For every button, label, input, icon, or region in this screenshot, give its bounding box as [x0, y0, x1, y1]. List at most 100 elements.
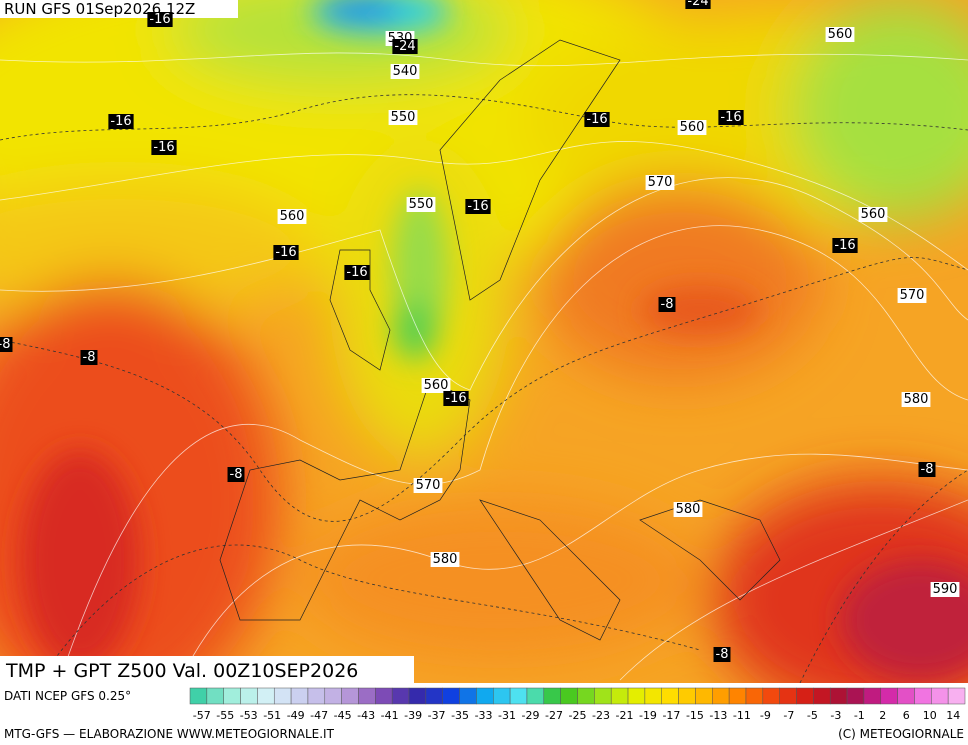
scale-swatch [273, 687, 292, 705]
scale-swatch [257, 687, 275, 705]
scale-swatch [947, 687, 966, 705]
temp-label: -16 [346, 265, 367, 280]
height-label: 560 [861, 207, 886, 222]
temp-label-box [80, 350, 98, 365]
height-label: 560 [280, 209, 305, 224]
scale-label: -39 [404, 709, 422, 722]
height-label-box [645, 175, 675, 190]
scale-swatch [442, 687, 460, 705]
source-label: DATI NCEP GFS 0.25° [4, 689, 131, 703]
temp-label-box [151, 140, 177, 155]
scale-label: -3 [830, 709, 841, 722]
temp-label: -16 [445, 391, 466, 406]
height-label-box [390, 64, 420, 79]
height-label: 570 [416, 478, 441, 493]
scale-swatch [695, 687, 713, 705]
temp-label: -8 [921, 462, 934, 477]
height-label: 590 [933, 582, 958, 597]
credit-right: (C) METEOGIORNALE [838, 727, 964, 741]
height-label: 580 [904, 392, 929, 407]
temp-label: -16 [586, 112, 607, 127]
scale-swatch [678, 687, 696, 705]
temp-label: -8 [0, 337, 10, 352]
scale-label: -57 [193, 709, 211, 722]
scale-label: -43 [357, 709, 375, 722]
scale-label: -53 [240, 709, 258, 722]
scale-swatch [863, 687, 882, 705]
scale-label: 10 [923, 709, 937, 722]
scale-label: -51 [263, 709, 281, 722]
temp-label: -8 [83, 350, 96, 365]
scale-label: -29 [522, 709, 540, 722]
scale-swatch [307, 687, 326, 705]
scale-label: 2 [879, 709, 886, 722]
scale-swatch [762, 687, 780, 705]
height-label: 570 [648, 175, 673, 190]
scale-swatch [846, 687, 865, 705]
temp-label-box [392, 39, 418, 54]
scale-label: -33 [475, 709, 493, 722]
scale-label: -13 [709, 709, 727, 722]
scale-swatch [745, 687, 764, 705]
scale-swatch [206, 687, 224, 705]
temp-label: -8 [230, 467, 243, 482]
temp-label: -16 [110, 114, 131, 129]
temp-label-box [584, 112, 610, 127]
height-label: 570 [900, 288, 925, 303]
scale-swatch [914, 687, 932, 705]
height-label-box [858, 207, 888, 222]
temp-label: -16 [467, 199, 488, 214]
scale-label: -27 [545, 709, 563, 722]
map-field [0, 0, 968, 683]
scale-label: -31 [498, 709, 516, 722]
height-label: 560 [424, 378, 449, 393]
scale-label: -21 [615, 709, 633, 722]
scale-swatch [594, 687, 612, 705]
temp-label: -16 [153, 140, 174, 155]
scale-swatch [796, 687, 814, 705]
height-label: 580 [676, 502, 701, 517]
scale-label: -55 [216, 709, 234, 722]
temp-label: -24 [394, 39, 415, 54]
scale-swatch [459, 687, 477, 705]
scale-label: -9 [760, 709, 771, 722]
scale-label: -25 [569, 709, 587, 722]
color-scale: -57 -55 -53 -51 -49 -47 -45 -43 -41 -39 -37 -35 -33-… [189, 687, 966, 722]
scale-swatch [425, 687, 443, 705]
temp-label-box [918, 462, 936, 477]
scale-swatch [358, 687, 376, 705]
scale-swatch [728, 687, 747, 705]
temp-label: -8 [661, 297, 674, 312]
temp-label-box [685, 0, 711, 9]
scale-swatch [375, 687, 393, 705]
scale-swatch [897, 687, 915, 705]
temp-label-box [465, 199, 491, 214]
scale-label: -35 [451, 709, 469, 722]
temp-label: -16 [720, 110, 741, 125]
height-label-box [421, 378, 451, 393]
map-title: TMP + GPT Z500 Val. 00Z10SEP2026 [5, 660, 358, 682]
scale-swatch [543, 687, 561, 705]
height-label-box [930, 582, 960, 597]
height-label-box [677, 120, 707, 135]
temp-label: -16 [275, 245, 296, 260]
scale-swatch [813, 687, 831, 705]
scale-swatch [560, 687, 578, 705]
temp-label-box [832, 238, 858, 253]
scale-swatch [880, 687, 898, 705]
scale-label: -49 [287, 709, 305, 722]
temp-label-box [718, 110, 744, 125]
height-label-box [673, 502, 703, 517]
scale-swatch [577, 687, 595, 705]
scale-label: 14 [946, 709, 960, 722]
scale-swatch [476, 687, 494, 705]
height-label-box [406, 197, 436, 212]
height-label-box [413, 478, 443, 493]
height-label-box [430, 552, 460, 567]
height-label-box [901, 392, 931, 407]
temp-label-box [273, 245, 299, 260]
scale-swatch [712, 687, 730, 705]
scale-label: -1 [854, 709, 865, 722]
scale-label: -45 [334, 709, 352, 722]
